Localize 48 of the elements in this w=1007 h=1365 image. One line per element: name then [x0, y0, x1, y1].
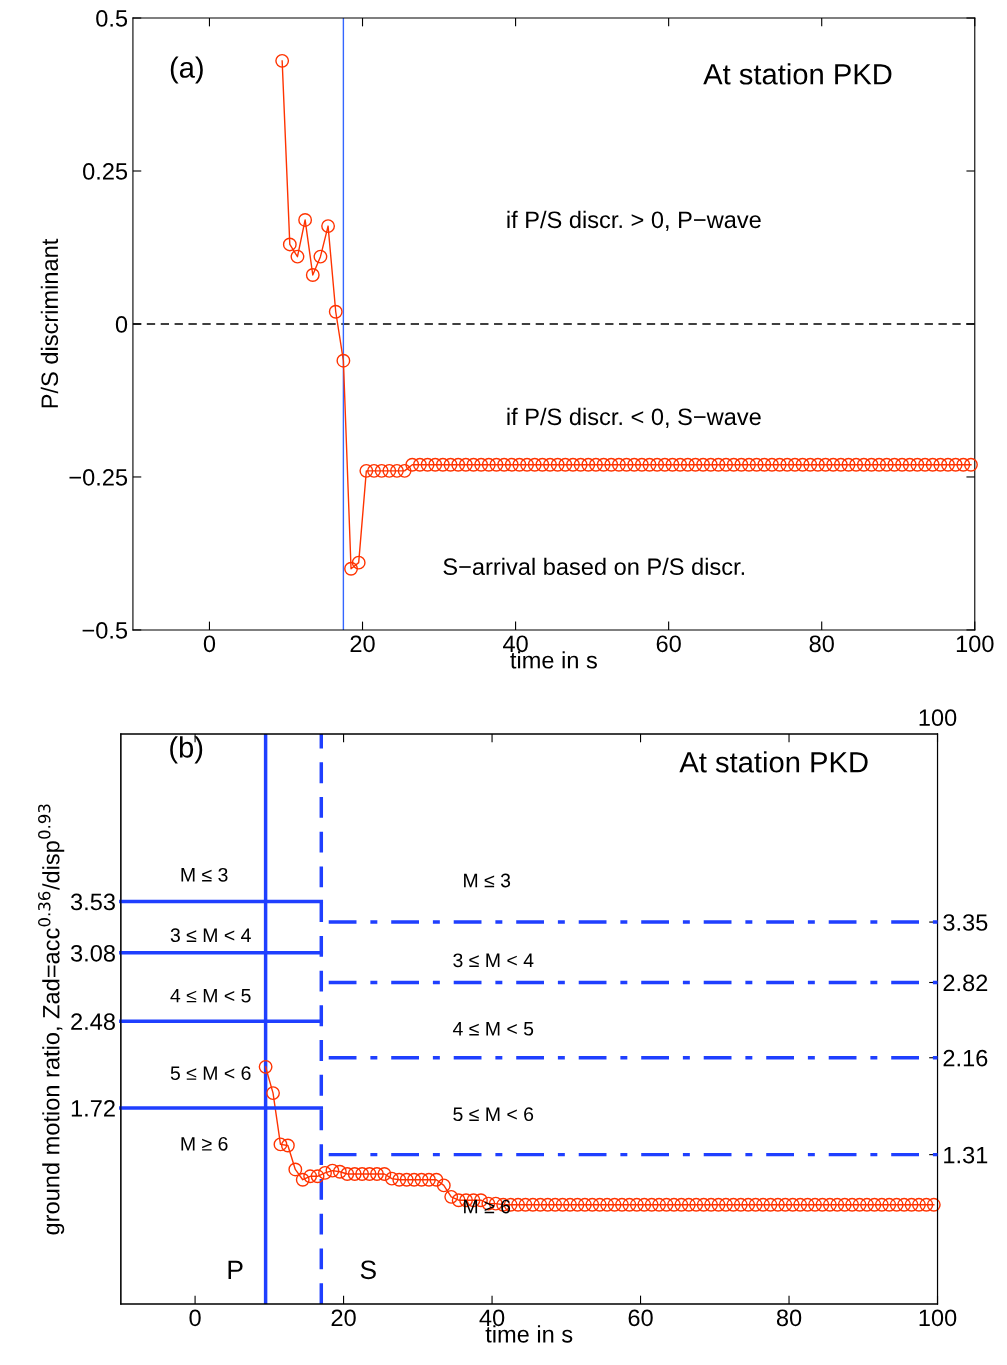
- annotation: 4 ≤ M < 5: [452, 1022, 534, 1036]
- annotation: 4 ≤ M < 5: [170, 988, 251, 1003]
- x-axis-title: time in s: [485, 1325, 573, 1343]
- y-tick-label: 1.72: [71, 1099, 115, 1117]
- x-tick-label: 60: [628, 1309, 653, 1327]
- text: 100: [919, 709, 957, 727]
- annotation: 3 ≤ M < 4: [170, 928, 251, 943]
- x-tick-label: 20: [331, 1309, 356, 1327]
- annotation: if P/S discr. < 0, S−wave: [507, 407, 761, 428]
- annotation: M ≤ 3: [181, 867, 228, 882]
- x-axis-title: time in s: [510, 651, 597, 669]
- x-tick-label: 100: [956, 635, 994, 653]
- annotation: (b): [170, 736, 203, 764]
- y-tick-label: 0.25: [83, 163, 128, 180]
- annotation: 5 ≤ M < 6: [170, 1066, 251, 1081]
- y-tick-label: 2.48: [71, 1013, 115, 1031]
- x-tick-label: 40: [503, 635, 528, 653]
- annotation: At station PKD: [679, 751, 868, 773]
- y2-tick-label: 3.35: [943, 914, 988, 931]
- annotation: S: [360, 1260, 376, 1280]
- x-tick-label: 40: [479, 1309, 505, 1327]
- annotation: (a): [170, 56, 203, 84]
- y-axis-title: ground motion ratio, Zad=acc$^{0.36}$/disp$^{0.93}$: [38, 804, 65, 1235]
- y-tick-label: −0.5: [82, 622, 128, 639]
- y-tick-label: 3.08: [70, 944, 115, 962]
- x-tick-label: 20: [350, 635, 375, 653]
- y2-tick-label: 1.31: [944, 1146, 988, 1164]
- y2-tick-label: 2.82: [943, 974, 988, 992]
- x-tick-label: 60: [656, 635, 681, 653]
- annotation: 5 ≤ M < 6: [453, 1107, 534, 1122]
- x-tick-label: 0: [203, 635, 216, 653]
- annotation: 3 ≤ M < 4: [453, 953, 534, 968]
- annotation: At station PKD: [703, 63, 892, 85]
- x-tick-label: 80: [776, 1309, 802, 1327]
- annotation: P: [228, 1260, 243, 1279]
- y-tick-label: −0.25: [69, 469, 128, 486]
- y-tick-label: 3.53: [70, 893, 115, 911]
- annotation: M ≥ 6: [181, 1136, 228, 1151]
- y-tick-label: 0.5: [96, 10, 128, 27]
- x-tick-label: 100: [919, 1309, 957, 1327]
- annotation: if P/S discr. > 0, P−wave: [507, 210, 761, 231]
- x-tick-label: 80: [809, 635, 834, 653]
- y-axis-title: P/S discriminant: [40, 238, 59, 408]
- y2-tick-label: 2.16: [943, 1049, 988, 1067]
- x-tick-label: 0: [189, 1309, 201, 1327]
- annotation: S−arrival based on P/S discr.: [443, 557, 745, 576]
- y-tick-label: 0: [115, 316, 128, 333]
- annotation: M ≤ 3: [464, 873, 511, 888]
